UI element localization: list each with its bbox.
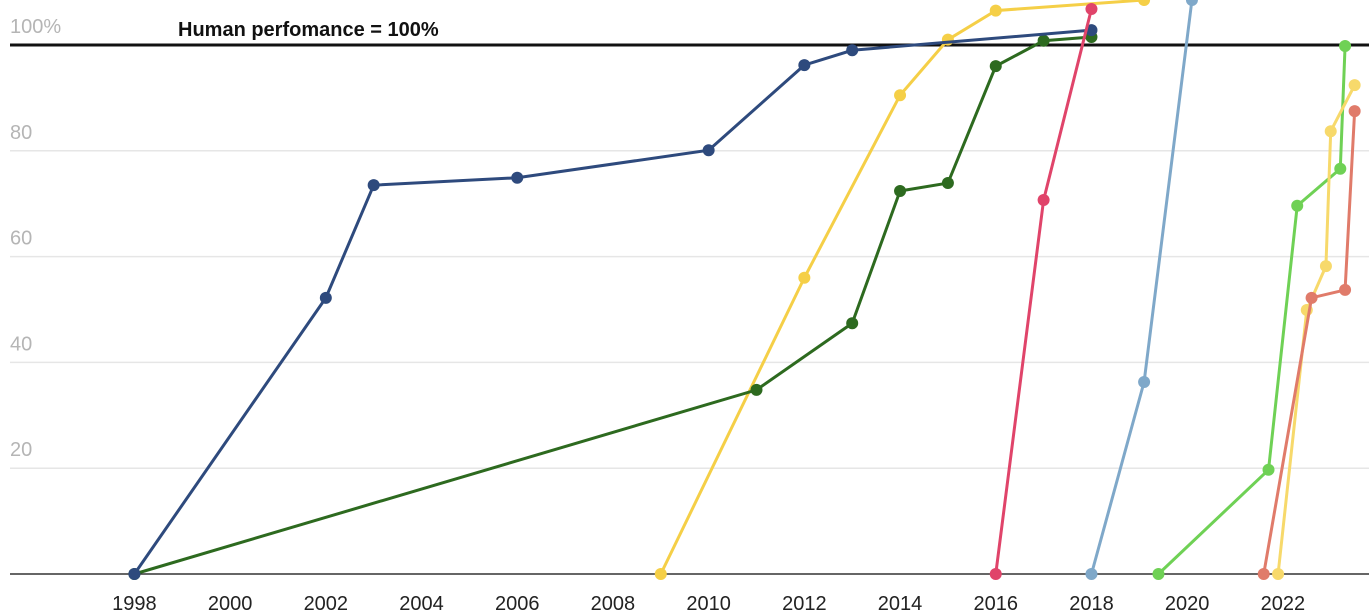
x-tick-label: 2010 — [686, 593, 731, 614]
data-point — [367, 179, 380, 192]
data-point — [1085, 2, 1098, 15]
series-line — [1157, 45, 1347, 576]
series-line — [1276, 84, 1356, 575]
y-tick-label: 20 — [10, 439, 32, 461]
data-point — [989, 60, 1002, 73]
data-point — [1262, 463, 1275, 476]
data-point — [1334, 162, 1347, 175]
x-tick-label: 2004 — [399, 593, 444, 614]
x-tick-label: 2000 — [208, 593, 253, 614]
data-point — [1348, 105, 1361, 118]
x-tick-label: 2014 — [878, 593, 923, 614]
data-point — [319, 291, 332, 304]
data-point — [1085, 568, 1098, 580]
data-point — [894, 89, 907, 102]
reference-label: Human perfomance = 100% — [178, 19, 439, 41]
data-point — [1324, 125, 1337, 138]
data-point — [798, 271, 811, 284]
x-tick-label: 2002 — [304, 593, 349, 614]
data-point — [702, 144, 715, 157]
x-tick-label: 2006 — [495, 593, 540, 614]
data-point — [989, 4, 1002, 17]
x-tick-label: 2018 — [1069, 593, 1114, 614]
data-point — [1291, 199, 1304, 212]
series-line — [1090, 0, 1194, 575]
series-line — [994, 8, 1093, 575]
data-point — [846, 44, 859, 57]
data-point — [1152, 568, 1165, 580]
data-point — [989, 568, 1002, 580]
series-line — [133, 35, 1092, 576]
data-point — [1138, 0, 1151, 6]
data-point — [894, 184, 907, 197]
data-point — [1305, 291, 1318, 304]
data-point — [1339, 283, 1352, 296]
data-point — [750, 383, 763, 396]
data-point — [846, 317, 859, 330]
data-point — [1319, 260, 1332, 273]
x-tick-label: 2020 — [1165, 593, 1210, 614]
data-point — [1085, 24, 1098, 37]
data-point — [798, 59, 811, 72]
x-tick-label: 2012 — [782, 593, 827, 614]
x-tick-label: 2022 — [1261, 593, 1306, 614]
data-point — [1185, 0, 1198, 6]
series-line — [659, 0, 1145, 575]
data-point — [128, 568, 141, 580]
x-tick-label: 2008 — [591, 593, 636, 614]
y-tick-label: 40 — [10, 333, 32, 355]
data-point — [511, 171, 524, 184]
x-tick-label: 2016 — [974, 593, 1019, 614]
series-line — [1262, 111, 1357, 575]
series-line — [133, 28, 1092, 575]
data-point — [1138, 375, 1151, 388]
y-tick-label: 80 — [10, 122, 32, 144]
data-point — [1339, 40, 1352, 53]
data-point — [1257, 568, 1270, 580]
data-point — [1348, 79, 1361, 92]
data-point — [654, 568, 667, 580]
x-tick-label: 1998 — [112, 593, 157, 614]
data-point — [1037, 193, 1050, 206]
y-tick-label: 60 — [10, 228, 32, 250]
y-tick-label: 100% — [10, 16, 61, 38]
data-point — [941, 177, 954, 190]
data-point — [1272, 568, 1285, 580]
data-point — [1037, 34, 1050, 47]
